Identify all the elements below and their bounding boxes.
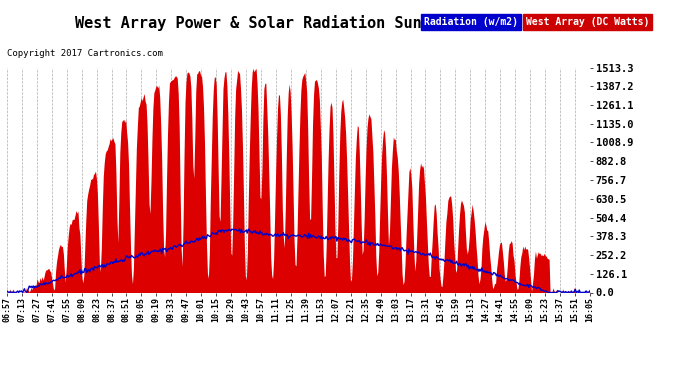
Text: West Array (DC Watts): West Array (DC Watts) (526, 17, 649, 27)
Text: Radiation (w/m2): Radiation (w/m2) (424, 17, 518, 27)
Text: Copyright 2017 Cartronics.com: Copyright 2017 Cartronics.com (7, 49, 163, 58)
Text: West Array Power & Solar Radiation Sun Dec 3 16:12: West Array Power & Solar Radiation Sun D… (75, 15, 532, 31)
